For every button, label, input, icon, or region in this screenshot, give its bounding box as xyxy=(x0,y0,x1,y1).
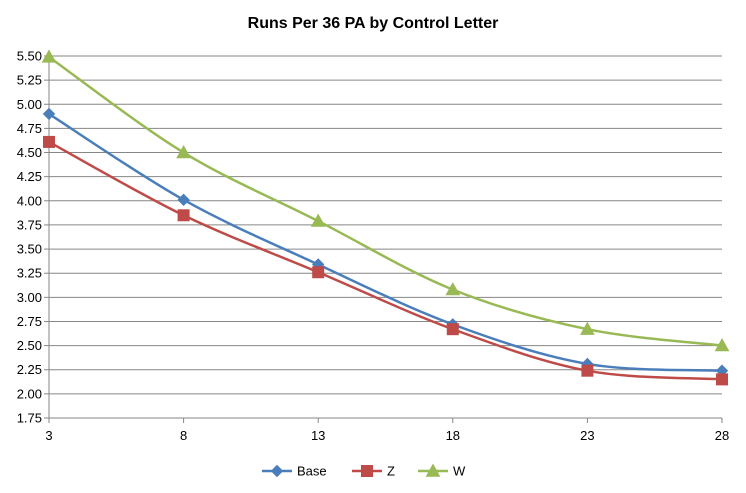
series-z xyxy=(43,135,728,386)
legend-label: Z xyxy=(387,464,395,479)
x-tick-label: 13 xyxy=(311,428,325,443)
data-point-base xyxy=(42,107,56,121)
data-point-z xyxy=(581,364,594,377)
y-tick-label: 3.75 xyxy=(17,217,42,232)
legend: Base Z W xyxy=(262,463,466,479)
y-tick-label: 3.25 xyxy=(17,266,42,281)
data-point-z xyxy=(43,135,55,148)
series-lines xyxy=(41,49,730,386)
x-tick-label: 23 xyxy=(580,428,594,443)
x-tick-label: 28 xyxy=(715,428,729,443)
data-point-base xyxy=(177,193,190,207)
y-tick-label: 2.50 xyxy=(17,338,42,353)
gridlines xyxy=(49,55,722,395)
x-tick-label: 18 xyxy=(446,428,460,443)
legend-marker xyxy=(361,465,373,477)
y-tick-label: 5.25 xyxy=(17,73,42,88)
y-tick-label: 3.00 xyxy=(17,290,42,305)
legend-item-z: Z xyxy=(352,464,395,479)
x-tick-label: 3 xyxy=(45,428,52,443)
legend-marker xyxy=(270,464,284,478)
data-point-w xyxy=(310,213,326,227)
legend-label: W xyxy=(453,464,466,479)
data-point-z xyxy=(312,266,325,279)
y-tick-label: 4.00 xyxy=(17,193,42,208)
data-point-z xyxy=(177,209,190,222)
data-point-z xyxy=(446,323,459,336)
y-tick-label: 2.25 xyxy=(17,362,42,377)
y-tick-label: 1.75 xyxy=(17,411,42,426)
series-line-z xyxy=(48,140,723,381)
y-tick-label: 3.50 xyxy=(17,242,42,257)
legend-item-w: W xyxy=(418,463,466,479)
data-point-w xyxy=(445,282,461,296)
y-tick-label: 4.75 xyxy=(17,121,42,136)
y-tick-label: 4.50 xyxy=(17,145,42,160)
y-tick-label: 2.75 xyxy=(17,314,42,329)
chart-title: Runs Per 36 PA by Control Letter xyxy=(248,15,499,32)
data-point-w xyxy=(176,145,191,159)
axes: 1.75 2.00 2.25 2.50 2.75 3.00 3.25 3.50 3.75 4.00… xyxy=(17,49,730,444)
series-line-w xyxy=(48,55,723,347)
series-w xyxy=(41,49,730,352)
data-point-w xyxy=(580,321,595,335)
y-tick-label: 4.25 xyxy=(17,169,42,184)
series-line-base xyxy=(48,112,723,372)
y-tick-label: 2.00 xyxy=(17,386,42,401)
y-tick-label: 5.00 xyxy=(17,97,42,112)
x-tick-label: 8 xyxy=(180,428,187,443)
legend-marker xyxy=(425,463,441,477)
data-point-w xyxy=(41,49,57,63)
data-point-z xyxy=(716,373,728,386)
legend-item-base: Base xyxy=(262,464,327,479)
y-tick-label: 5.50 xyxy=(17,49,42,64)
data-point-w xyxy=(714,338,730,352)
legend-label: Base xyxy=(297,464,327,479)
